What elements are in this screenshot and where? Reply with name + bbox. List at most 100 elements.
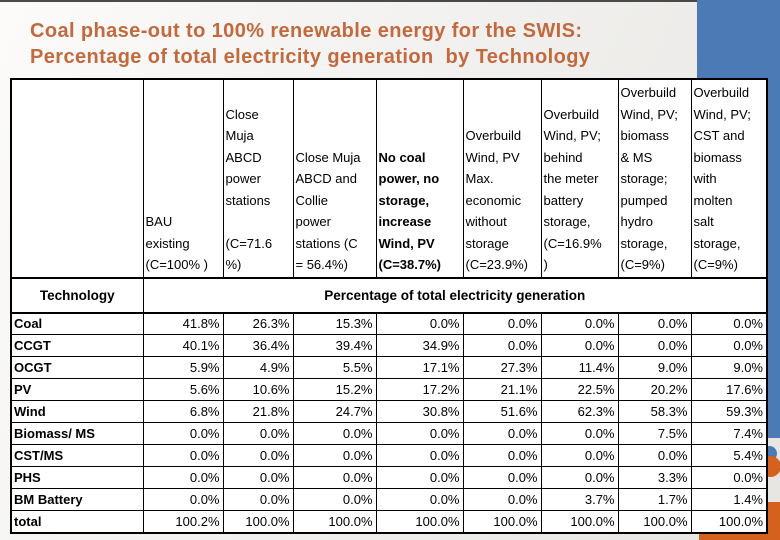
value-cell: 15.2% (292, 378, 377, 401)
value-cell: 0.0% (292, 466, 377, 489)
value-cell: 24.7% (292, 400, 377, 423)
row-label: CST/MS (10, 444, 144, 467)
scenario-header-bau: BAU existing (C=100% ) (142, 78, 224, 278)
value-cell: 0.0% (142, 466, 224, 489)
value-cell: 0.0% (540, 466, 619, 489)
value-cell: 39.4% (292, 334, 377, 357)
value-cell: 100.0% (540, 510, 619, 533)
value-cell: 0.0% (222, 488, 294, 511)
value-cell: 6.8% (142, 400, 224, 423)
value-cell: 0.0% (617, 312, 692, 335)
value-cell: 11.4% (540, 356, 619, 379)
value-cell: 4.9% (222, 356, 294, 379)
value-cell: 0.0% (375, 444, 464, 467)
value-cell: 5.9% (142, 356, 224, 379)
generation-table: BAU existing (C=100% ) Close Muja ABCD p… (10, 78, 768, 534)
value-cell: 9.0% (690, 356, 768, 379)
value-cell: 3.7% (540, 488, 619, 511)
table-row: OCGT 5.9% 4.9% 5.5% 17.1% 27.3% 11.4% 9.0% 9.0% (10, 356, 768, 379)
value-cell: 0.0% (462, 466, 542, 489)
table-body: Coal 41.8% 26.3% 15.3% 0.0% 0.0% 0.0% 0.0% 0.0% C… (10, 312, 768, 533)
value-cell: 0.0% (375, 422, 464, 445)
value-cell: 0.0% (222, 422, 294, 445)
value-cell: 0.0% (222, 466, 294, 489)
value-cell: 0.0% (462, 312, 542, 335)
value-cell: 10.6% (222, 378, 294, 401)
scenario-header-overbuild-molten-salt: Overbuild Wind, PV; CST and biomass with… (690, 78, 768, 278)
value-cell: 41.8% (142, 312, 224, 335)
value-cell: 0.0% (292, 444, 377, 467)
scenario-header-row: BAU existing (C=100% ) Close Muja ABCD p… (10, 78, 768, 278)
slide-title: Coal phase-out to 100% renewable energy … (30, 20, 591, 69)
value-cell: 0.0% (462, 444, 542, 467)
table-row: total 100.2% 100.0% 100.0% 100.0% 100.0% 100.0… (10, 510, 768, 533)
table-row: BM Battery 0.0% 0.0% 0.0% 0.0% 0.0% 3.7% 1.7% 1.… (10, 488, 768, 511)
row-label: CCGT (10, 334, 144, 357)
value-cell: 0.0% (292, 488, 377, 511)
scenario-header-overbuild-no-storage: Overbuild Wind, PV Max. economic without… (462, 78, 542, 278)
value-cell: 0.0% (222, 444, 294, 467)
scenario-header-close-muja-collie: Close Muja ABCD and Collie power station… (292, 78, 377, 278)
value-cell: 0.0% (142, 488, 224, 511)
scenario-header-no-coal: No coal power, no storage, increase Wind… (375, 78, 464, 278)
value-cell: 1.4% (690, 488, 768, 511)
value-cell: 5.6% (142, 378, 224, 401)
scenario-header-close-muja: Close Muja ABCD power stations (C=71.6 %… (222, 78, 294, 278)
value-cell: 100.0% (222, 510, 294, 533)
row-label: OCGT (10, 356, 144, 379)
value-cell: 0.0% (462, 334, 542, 357)
value-cell: 0.0% (462, 488, 542, 511)
value-cell: 17.6% (690, 378, 768, 401)
value-cell: 0.0% (617, 334, 692, 357)
value-cell: 5.5% (292, 356, 377, 379)
row-label: PV (10, 378, 144, 401)
value-cell: 9.0% (617, 356, 692, 379)
row-label: PHS (10, 466, 144, 489)
value-cell: 26.3% (222, 312, 294, 335)
technology-header: Technology (10, 276, 144, 314)
value-cell: 0.0% (540, 334, 619, 357)
value-cell: 100.0% (690, 510, 768, 533)
value-cell: 100.0% (292, 510, 377, 533)
row-label: total (10, 510, 144, 533)
scenario-header-overbuild-battery: Overbuild Wind, PV; behind the meter bat… (540, 78, 619, 278)
value-cell: 40.1% (142, 334, 224, 357)
value-cell: 22.5% (540, 378, 619, 401)
table-row: Wind 6.8% 21.8% 24.7% 30.8% 51.6% 62.3% 58.3% 59… (10, 400, 768, 423)
section-header-row: Technology Percentage of total electrici… (10, 276, 768, 314)
value-cell: 17.1% (375, 356, 464, 379)
value-cell: 20.2% (617, 378, 692, 401)
value-cell: 100.0% (617, 510, 692, 533)
value-cell: 21.1% (462, 378, 542, 401)
value-cell: 1.7% (617, 488, 692, 511)
scenario-header-overbuild-pumped-hydro: Overbuild Wind, PV; biomass & MS storage… (617, 78, 692, 278)
value-cell: 100.0% (375, 510, 464, 533)
row-label: BM Battery (10, 488, 144, 511)
value-cell: 0.0% (540, 444, 619, 467)
value-cell: 27.3% (462, 356, 542, 379)
value-cell: 0.0% (292, 422, 377, 445)
value-cell: 0.0% (375, 312, 464, 335)
value-cell: 51.6% (462, 400, 542, 423)
value-cell: 15.3% (292, 312, 377, 335)
value-cell: 17.2% (375, 378, 464, 401)
value-cell: 62.3% (540, 400, 619, 423)
value-cell: 58.3% (617, 400, 692, 423)
value-cell: 7.4% (690, 422, 768, 445)
value-cell: 7.5% (617, 422, 692, 445)
value-cell: 3.3% (617, 466, 692, 489)
table-row: PV 5.6% 10.6% 15.2% 17.2% 21.1% 22.5% 20.2% 17.6… (10, 378, 768, 401)
screenshot-top-edge (0, 0, 697, 2)
value-cell: 100.2% (142, 510, 224, 533)
value-cell: 0.0% (617, 444, 692, 467)
value-cell: 36.4% (222, 334, 294, 357)
table-row: CCGT 40.1% 36.4% 39.4% 34.9% 0.0% 0.0% 0.0% 0.0% (10, 334, 768, 357)
value-cell: 0.0% (142, 444, 224, 467)
corner-cell (10, 78, 144, 278)
row-label: Wind (10, 400, 144, 423)
value-cell: 21.8% (222, 400, 294, 423)
table-row: Biomass/ MS 0.0% 0.0% 0.0% 0.0% 0.0% 0.0% 7.5% 7… (10, 422, 768, 445)
value-cell: 0.0% (375, 466, 464, 489)
value-cell: 0.0% (540, 422, 619, 445)
